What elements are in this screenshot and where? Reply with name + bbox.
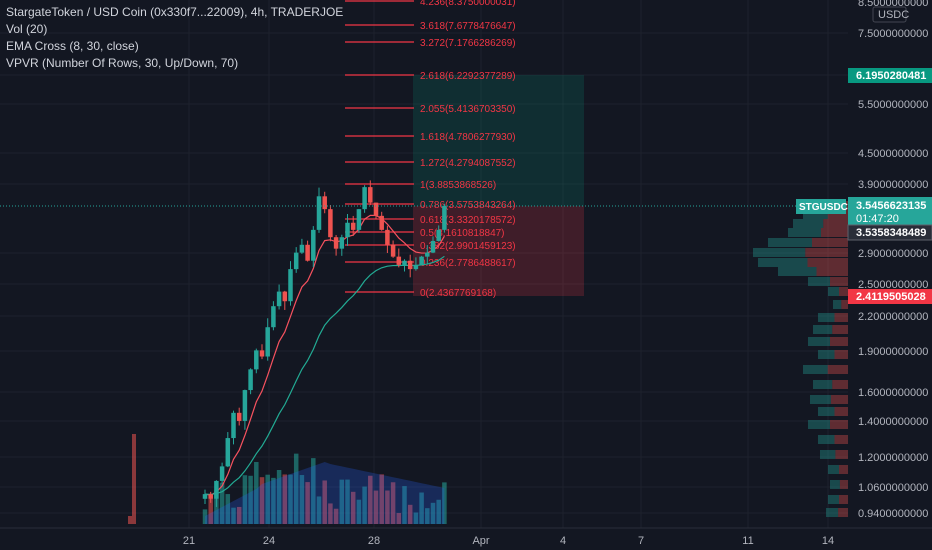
fib-level-label: 3.272(7.1766286269) [420,38,516,49]
price-tick: 3.9000000000 [858,179,928,191]
price-tick: 4.5000000000 [858,148,928,160]
price-tick: 2.5000000000 [858,279,928,291]
countdown-label: 01:47:20 [856,213,899,225]
price-tick: 1.0600000000 [858,482,928,494]
chart-legend: StargateToken / USD Coin (0x330f7...2200… [6,4,343,72]
fib-level-label: 0(2.4367769168) [420,288,496,299]
ema-fast-line [204,214,445,496]
fib-level-label: 2.055(5.4136703350) [420,104,516,115]
stop-price-label: 2.4119505028 [856,291,926,303]
target-zone[interactable] [413,75,584,206]
volume-ma-area [205,462,445,524]
target-price-label: 6.1950280481 [856,70,926,82]
price-tick: 0.9400000000 [858,508,928,520]
time-tick: 28 [368,535,380,547]
price-tick: 2.9000000000 [858,248,928,260]
price-tick: 1.4000000000 [858,416,928,428]
volume-bars [128,434,447,524]
fib-level-label: 0.5(3.1610818847) [420,228,505,239]
symbol-tag-label: STGUSDC [799,202,848,213]
volume-profile [753,201,848,517]
fib-level-label: 4.236(8.3750000031) [420,0,516,8]
fib-level-label: 1.272(4.2794087552) [420,158,516,169]
legend-vpvr-indicator[interactable]: VPVR (Number Of Rows, 30, Up/Down, 70) [6,56,239,70]
price-tick: 2.2000000000 [858,311,928,323]
last-price-label: 3.5456623135 [856,200,926,212]
legend-symbol[interactable]: StargateToken / USD Coin (0x330f7...2200… [6,5,344,19]
price-tick: 1.2000000000 [858,452,928,464]
fib-level-label: 1(3.8853868526) [420,180,496,191]
target-price-badge [848,68,932,83]
last-price-badge [848,197,932,227]
time-tick: 11 [742,535,753,547]
fib-level-label: 0.382(2.9901459123) [420,241,516,252]
time-tick: 7 [638,535,644,547]
fib-level-label: 2.618(6.2292377289) [420,71,516,82]
time-axis[interactable]: 21 24 28 Apr 4 7 11 14 [0,527,932,547]
fib-level-label: 0.618(3.3320178572) [420,215,516,226]
long-position-tool[interactable] [413,75,584,296]
legend-volume-indicator[interactable]: Vol (20) [6,22,48,36]
currency-label: USDC [878,9,909,21]
price-tick: 1.9000000000 [858,346,928,358]
price-axis[interactable]: 8.5000000000 USDC 7.50000000006.50000000… [847,0,932,528]
price-tick: 7.5000000000 [858,28,928,40]
ema-value-badge [847,224,932,241]
ema-value-label: 3.5358348489 [856,227,926,239]
time-tick: Apr [472,535,489,547]
symbol-tag [796,199,846,214]
chart-grid [0,0,848,528]
fib-level-label: 3.618(7.6778476647) [420,21,516,32]
time-tick: 24 [263,535,275,547]
stop-price-badge [848,289,932,304]
fib-level-label: 0.786(3.5753843264) [420,200,516,211]
time-tick: 21 [183,535,195,547]
candlesticks [202,180,447,507]
legend-ema-indicator[interactable]: EMA Cross (8, 30, close) [6,39,139,53]
currency-badge[interactable] [872,6,907,23]
price-tick: 5.5000000000 [858,99,928,111]
fib-extension[interactable]: 4.236(8.3750000031) 3.618(7.6778476647) 3.… [345,0,516,299]
fib-level-label: 1.618(4.7806277930) [420,132,516,143]
price-tick-top: 8.5000000000 [858,0,928,9]
time-tick: 4 [560,535,566,547]
fib-level-label: 0.236(2.7786488617) [420,258,516,269]
price-tick: 1.6000000000 [858,387,928,399]
stop-zone[interactable] [413,206,584,296]
time-tick: 14 [822,535,834,547]
